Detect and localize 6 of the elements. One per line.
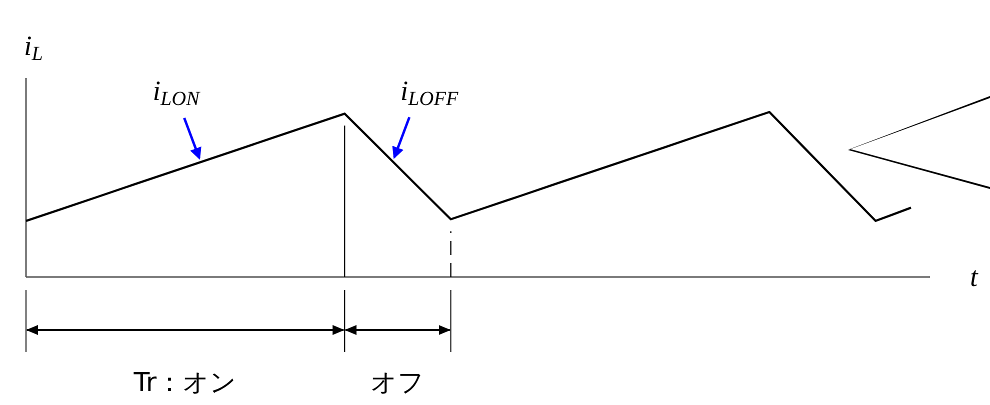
text: オフ [370, 368, 425, 398]
text: i$_{LOFF}$ [400, 76, 458, 110]
text: Tr：オン [134, 368, 237, 398]
text: i$_{LON}$ [152, 76, 200, 110]
y-axis-title: i$_{L}$ [24, 30, 43, 64]
x-axis-title: t [970, 262, 978, 293]
